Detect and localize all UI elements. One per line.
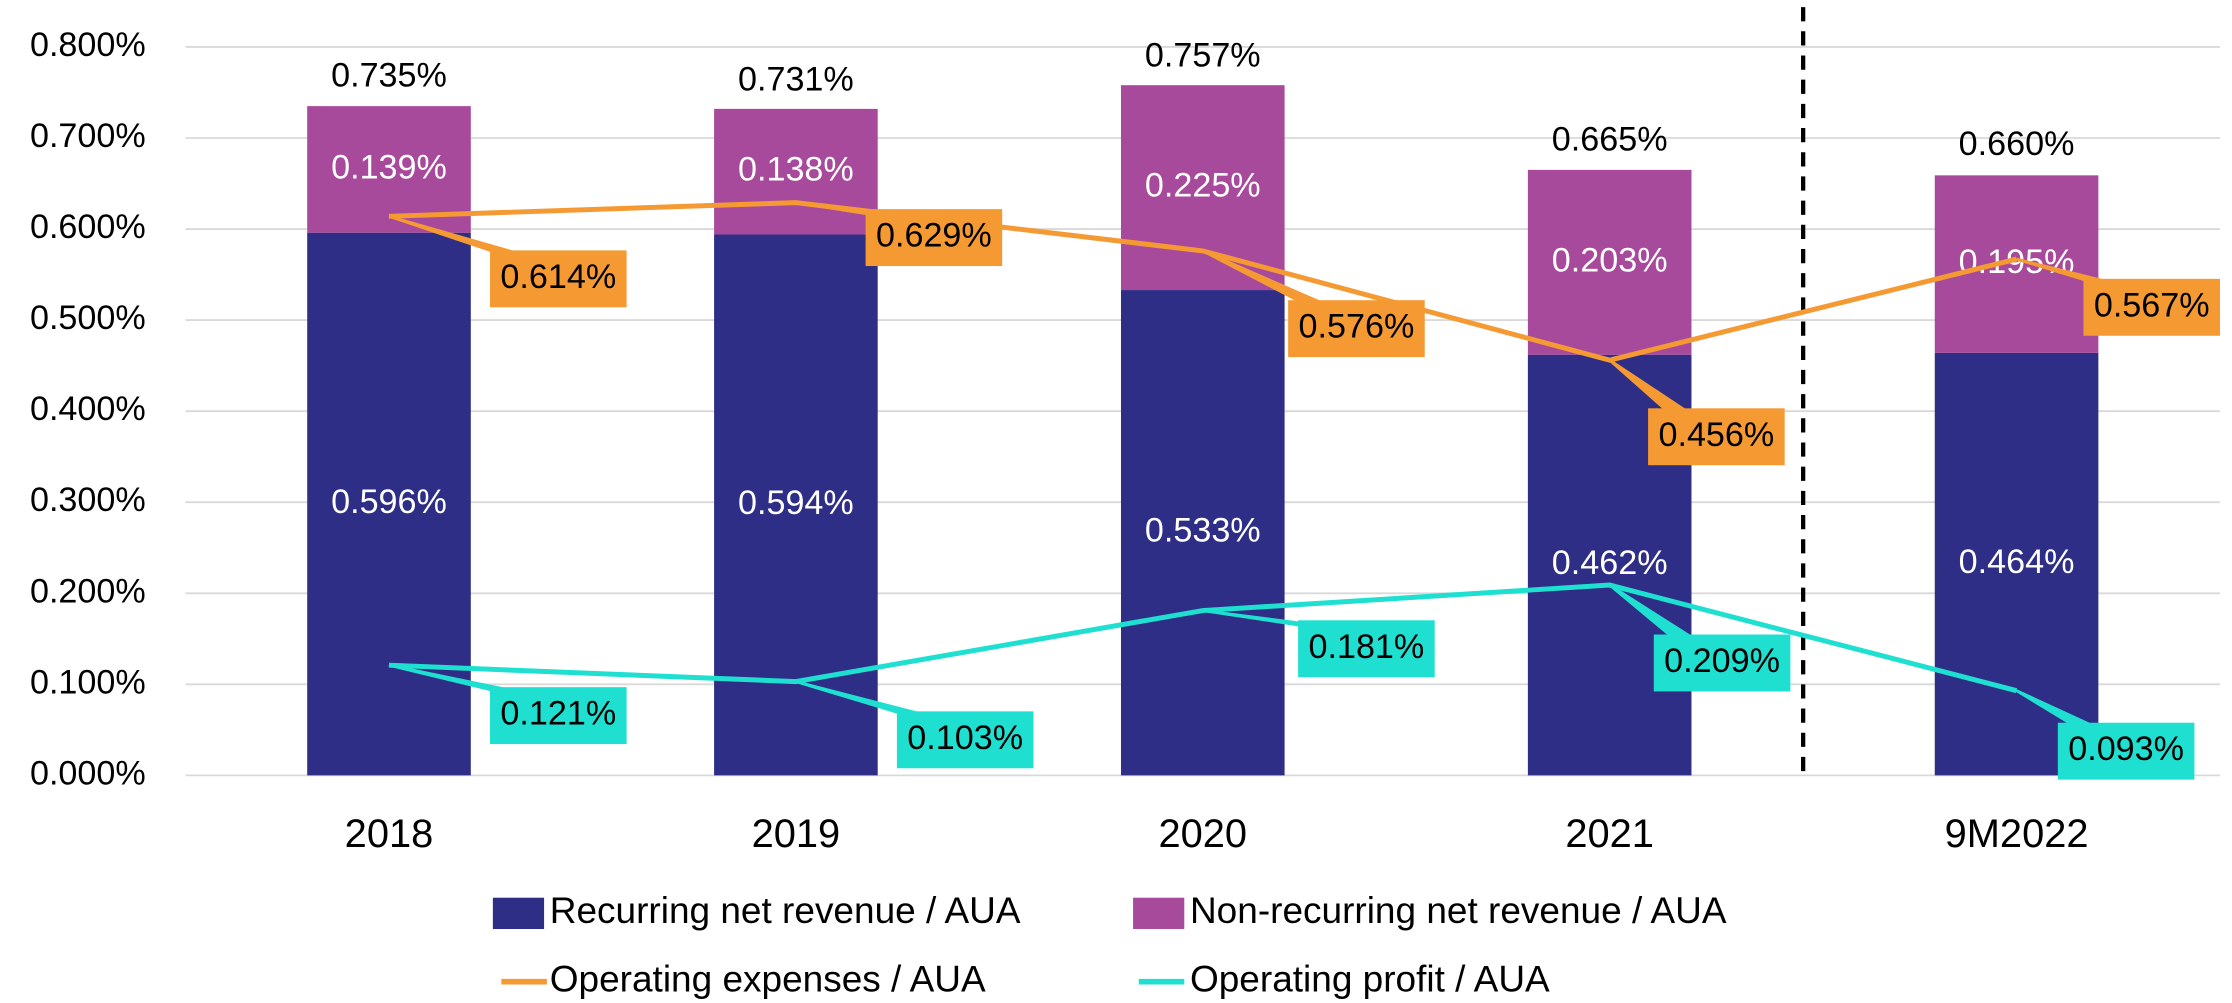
callout-box xyxy=(896,711,1034,769)
bar-segment xyxy=(307,106,471,233)
line-value-label: 0.103% xyxy=(907,719,1023,757)
legend-label: Operating expenses / AUA xyxy=(550,958,986,999)
total-label: 0.731% xyxy=(738,60,854,98)
x-tick-label: 9M2022 xyxy=(1945,812,2089,856)
legend-swatch xyxy=(1133,897,1185,930)
callout-box xyxy=(1648,408,1785,466)
bar-value-label: 0.462% xyxy=(1552,544,1668,582)
bar-value-label: 0.195% xyxy=(1959,243,2075,281)
y-tick-label: 0.400% xyxy=(30,390,146,428)
legend-label: Non-recurring net revenue / AUA xyxy=(1190,890,1727,931)
callout-box xyxy=(2057,722,2195,780)
total-label: 0.735% xyxy=(331,57,447,95)
bar-value-label: 0.594% xyxy=(738,484,854,522)
callout-box xyxy=(1288,300,1425,358)
line-value-label: 0.209% xyxy=(1664,642,1780,680)
bar-value-label: 0.533% xyxy=(1145,512,1261,550)
line-value-label: 0.614% xyxy=(500,258,616,296)
bar-segment xyxy=(1527,169,1692,355)
legend-label: Recurring net revenue / AUA xyxy=(550,890,1021,931)
y-tick-label: 0.200% xyxy=(30,572,146,610)
callout-box xyxy=(1653,634,1791,692)
line-value-label: 0.576% xyxy=(1299,308,1415,346)
x-tick-label: 2020 xyxy=(1158,812,1247,856)
line-value-label: 0.456% xyxy=(1659,416,1775,454)
y-tick-label: 0.000% xyxy=(30,754,146,792)
y-tick-label: 0.700% xyxy=(30,117,146,155)
legend-swatch xyxy=(492,897,545,930)
legend-label: Operating profit / AUA xyxy=(1190,958,1550,999)
line-value-label: 0.629% xyxy=(876,217,992,255)
bar-value-label: 0.138% xyxy=(738,151,854,189)
line-value-label: 0.121% xyxy=(500,695,616,733)
y-tick-label: 0.300% xyxy=(30,481,146,519)
bar-segment xyxy=(1120,290,1285,776)
total-label: 0.660% xyxy=(1959,125,2075,163)
y-tick-label: 0.500% xyxy=(30,299,146,337)
y-tick-label: 0.600% xyxy=(30,208,146,246)
y-tick-label: 0.100% xyxy=(30,663,146,701)
bar-value-label: 0.464% xyxy=(1959,543,2075,581)
bar-segment xyxy=(1120,85,1285,291)
bar-segment xyxy=(714,234,878,776)
bar-value-label: 0.203% xyxy=(1552,241,1668,279)
callout-box xyxy=(865,209,1003,267)
total-label: 0.757% xyxy=(1145,37,1261,75)
x-tick-label: 2019 xyxy=(752,812,841,856)
bar-value-label: 0.225% xyxy=(1145,167,1261,205)
x-tick-label: 2018 xyxy=(345,812,434,856)
callout-box xyxy=(490,687,627,745)
line-value-label: 0.181% xyxy=(1309,628,1425,666)
bar-segment xyxy=(1934,352,2099,776)
callout-box xyxy=(490,250,627,308)
line-value-label: 0.093% xyxy=(2068,730,2184,768)
callout-box xyxy=(1298,620,1435,678)
y-tick-label: 0.800% xyxy=(30,26,146,64)
callout-box xyxy=(2083,278,2221,336)
line-value-label: 0.567% xyxy=(2094,286,2210,324)
bar-value-label: 0.139% xyxy=(331,148,447,186)
total-label: 0.665% xyxy=(1552,120,1668,158)
bar-segment xyxy=(1934,175,2099,353)
bar-segment xyxy=(307,232,471,776)
bar-segment xyxy=(714,108,878,235)
x-tick-label: 2021 xyxy=(1565,812,1654,856)
bar-value-label: 0.596% xyxy=(331,483,447,521)
